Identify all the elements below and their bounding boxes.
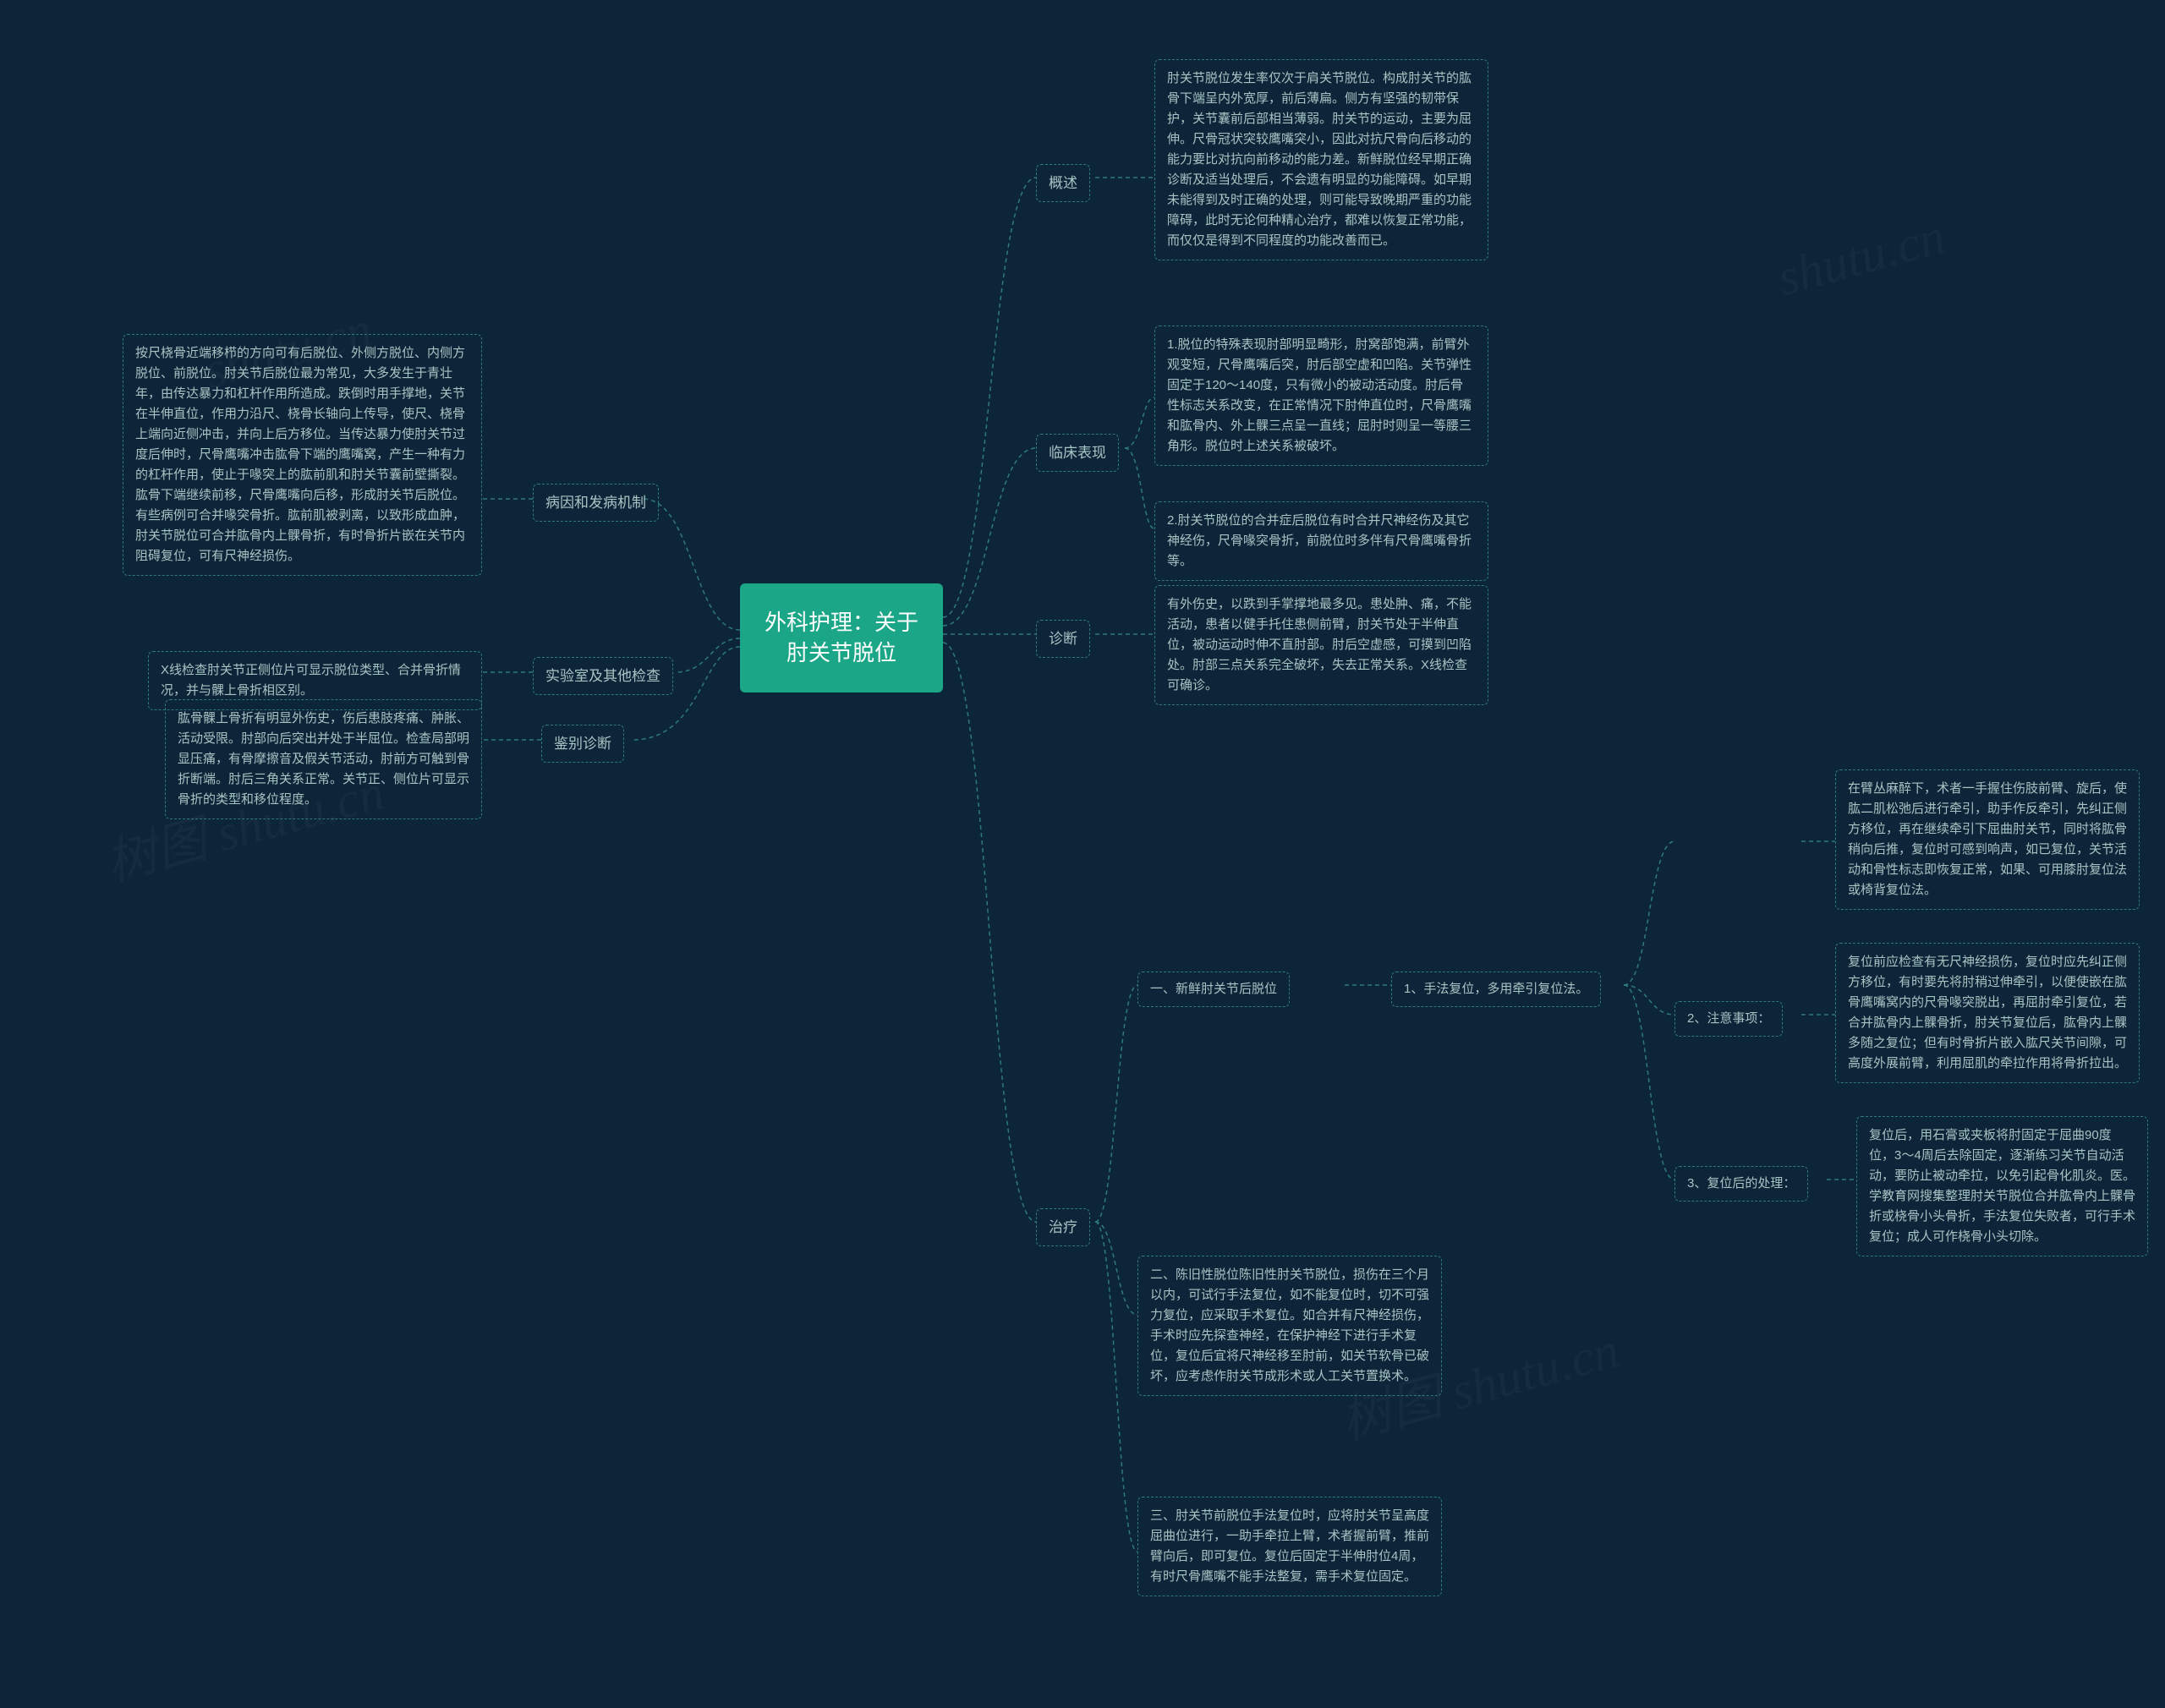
branch-treat-1: 一、新鲜肘关节后脱位: [1137, 972, 1290, 1007]
branch-diff: 鉴别诊断: [541, 725, 624, 763]
branch-cause: 病因和发病机制: [533, 484, 659, 522]
leaf-diag: 有外伤史，以跌到手掌撑地最多见。患处肿、痛，不能活动，患者以健手托住患侧前臂，肘…: [1154, 585, 1488, 705]
branch-lab: 实验室及其他检查: [533, 657, 673, 695]
leaf-diff: 肱骨髁上骨折有明显外伤史，伤后患肢疼痛、肿胀、活动受限。肘部向后突出并处于半屈位…: [165, 699, 482, 819]
root-label: 外科护理：关于肘关节脱位: [765, 610, 918, 665]
branch-treat: 治疗: [1036, 1208, 1090, 1246]
branch-clinical: 临床表现: [1036, 434, 1119, 472]
leaf-treat-1a: 在臂丛麻醉下，术者一手握住伤肢前臂、旋后，使肱二肌松弛后进行牵引，助手作反牵引，…: [1835, 769, 2140, 910]
branch-diag: 诊断: [1036, 620, 1090, 658]
leaf-clinical-1: 1.脱位的特殊表现肘部明显畸形，肘窝部饱满，前臂外观变短，尺骨鹰嘴后突，肘后部空…: [1154, 326, 1488, 466]
branch-treat-1b: 2、注意事项：: [1674, 1001, 1783, 1037]
branch-treat-1c: 3、复位后的处理：: [1674, 1166, 1808, 1202]
branch-treat-1a: 1、手法复位，多用牵引复位法。: [1391, 972, 1601, 1007]
leaf-treat-2: 二、陈旧性脱位陈旧性肘关节脱位，损伤在三个月以内，可试行手法复位，如不能复位时，…: [1137, 1256, 1442, 1396]
mindmap-root: 外科护理：关于肘关节脱位: [740, 583, 943, 693]
leaf-cause: 按尺桡骨近端移栉的方向可有后脱位、外侧方脱位、内侧方脱位、前脱位。肘关节后脱位最…: [123, 334, 482, 576]
leaf-overview: 肘关节脱位发生率仅次于肩关节脱位。构成肘关节的肱骨下端呈内外宽厚，前后薄扁。侧方…: [1154, 59, 1488, 260]
branch-overview: 概述: [1036, 164, 1090, 202]
watermark: shutu.cn: [1772, 207, 1952, 308]
leaf-treat-1b: 复位前应检查有无尺神经损伤，复位时应先纠正侧方移位，有时要先将肘稍过伸牵引，以便…: [1835, 943, 2140, 1083]
leaf-treat-1c: 复位后，用石膏或夹板将肘固定于屈曲90度位，3～4周后去除固定，逐渐练习关节自动…: [1856, 1116, 2148, 1256]
leaf-clinical-2: 2.肘关节脱位的合并症后脱位有时合并尺神经伤及其它神经伤，尺骨喙突骨折，前脱位时…: [1154, 501, 1488, 581]
leaf-treat-3: 三、肘关节前脱位手法复位时，应将肘关节呈高度屈曲位进行，一助手牵拉上臂，术者握前…: [1137, 1497, 1442, 1596]
